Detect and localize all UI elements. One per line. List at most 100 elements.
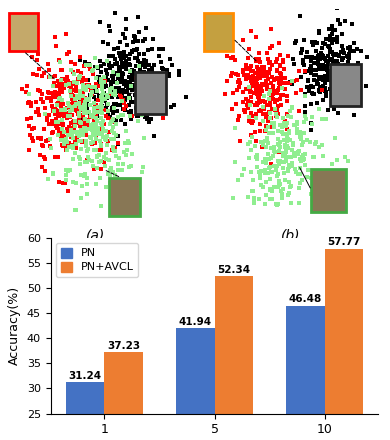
- Point: [58, 133, 64, 140]
- Point: [279, 191, 285, 198]
- Point: [257, 107, 264, 114]
- Point: [72, 96, 78, 103]
- Point: [26, 91, 32, 98]
- Point: [273, 201, 280, 208]
- Point: [83, 128, 89, 135]
- Point: [320, 61, 326, 68]
- Point: [96, 158, 102, 165]
- Point: [248, 28, 255, 35]
- Bar: [176, 328, 215, 440]
- Point: [291, 77, 297, 84]
- Point: [94, 112, 100, 119]
- Bar: [330, 64, 361, 106]
- Point: [229, 73, 235, 80]
- Point: [112, 172, 119, 179]
- Point: [101, 61, 107, 68]
- Point: [56, 113, 62, 120]
- Point: [45, 176, 51, 183]
- Point: [92, 55, 98, 62]
- Point: [279, 84, 285, 92]
- Point: [120, 105, 126, 112]
- Point: [104, 132, 110, 139]
- Point: [117, 101, 123, 108]
- Point: [176, 71, 182, 78]
- Point: [128, 163, 134, 170]
- Point: [121, 105, 127, 112]
- Point: [51, 80, 57, 87]
- Point: [252, 76, 259, 83]
- Point: [318, 141, 324, 148]
- Point: [116, 209, 122, 216]
- Point: [59, 76, 66, 83]
- Point: [271, 120, 278, 127]
- Point: [349, 65, 355, 72]
- Point: [248, 169, 254, 176]
- Point: [60, 136, 66, 143]
- Point: [78, 79, 85, 86]
- Point: [329, 22, 335, 29]
- Point: [150, 83, 156, 90]
- Point: [82, 99, 88, 106]
- Point: [304, 136, 310, 143]
- Point: [277, 70, 284, 77]
- Point: [301, 155, 307, 162]
- Point: [102, 163, 108, 170]
- Point: [273, 89, 280, 96]
- Point: [93, 146, 99, 153]
- Point: [268, 100, 274, 107]
- Point: [94, 96, 101, 103]
- Point: [74, 80, 80, 87]
- Point: [224, 78, 230, 85]
- Point: [116, 50, 122, 57]
- Point: [108, 118, 114, 125]
- Point: [129, 67, 135, 74]
- Point: [129, 85, 136, 92]
- Point: [92, 181, 99, 188]
- Point: [132, 76, 138, 83]
- Point: [284, 126, 290, 133]
- Point: [53, 124, 60, 131]
- Point: [99, 109, 105, 116]
- Point: [287, 108, 293, 115]
- Point: [282, 137, 289, 144]
- Point: [254, 163, 261, 170]
- Point: [107, 179, 113, 186]
- Point: [142, 35, 148, 42]
- Point: [98, 75, 104, 82]
- Point: [291, 39, 298, 46]
- Point: [69, 103, 75, 110]
- Point: [308, 57, 314, 64]
- Point: [329, 64, 335, 71]
- Point: [275, 136, 281, 143]
- Point: [74, 107, 80, 114]
- Point: [109, 93, 115, 100]
- Point: [103, 142, 110, 149]
- Point: [176, 68, 182, 75]
- Point: [269, 106, 276, 113]
- Point: [131, 68, 137, 75]
- Point: [275, 102, 282, 109]
- Point: [129, 72, 135, 79]
- Point: [93, 126, 99, 133]
- Point: [82, 158, 88, 165]
- Point: [126, 163, 132, 170]
- Point: [75, 111, 82, 118]
- Point: [248, 132, 255, 139]
- Point: [106, 93, 112, 100]
- Point: [271, 163, 278, 170]
- Point: [285, 145, 291, 152]
- Point: [269, 61, 275, 68]
- Point: [107, 85, 113, 92]
- Point: [87, 134, 93, 141]
- Point: [82, 59, 89, 66]
- Point: [71, 81, 78, 88]
- Point: [127, 68, 133, 75]
- Point: [112, 88, 119, 95]
- Point: [72, 101, 78, 108]
- Point: [54, 122, 60, 129]
- Point: [92, 81, 99, 88]
- Point: [312, 38, 318, 45]
- Point: [135, 28, 142, 35]
- Point: [67, 143, 73, 150]
- Point: [116, 65, 122, 72]
